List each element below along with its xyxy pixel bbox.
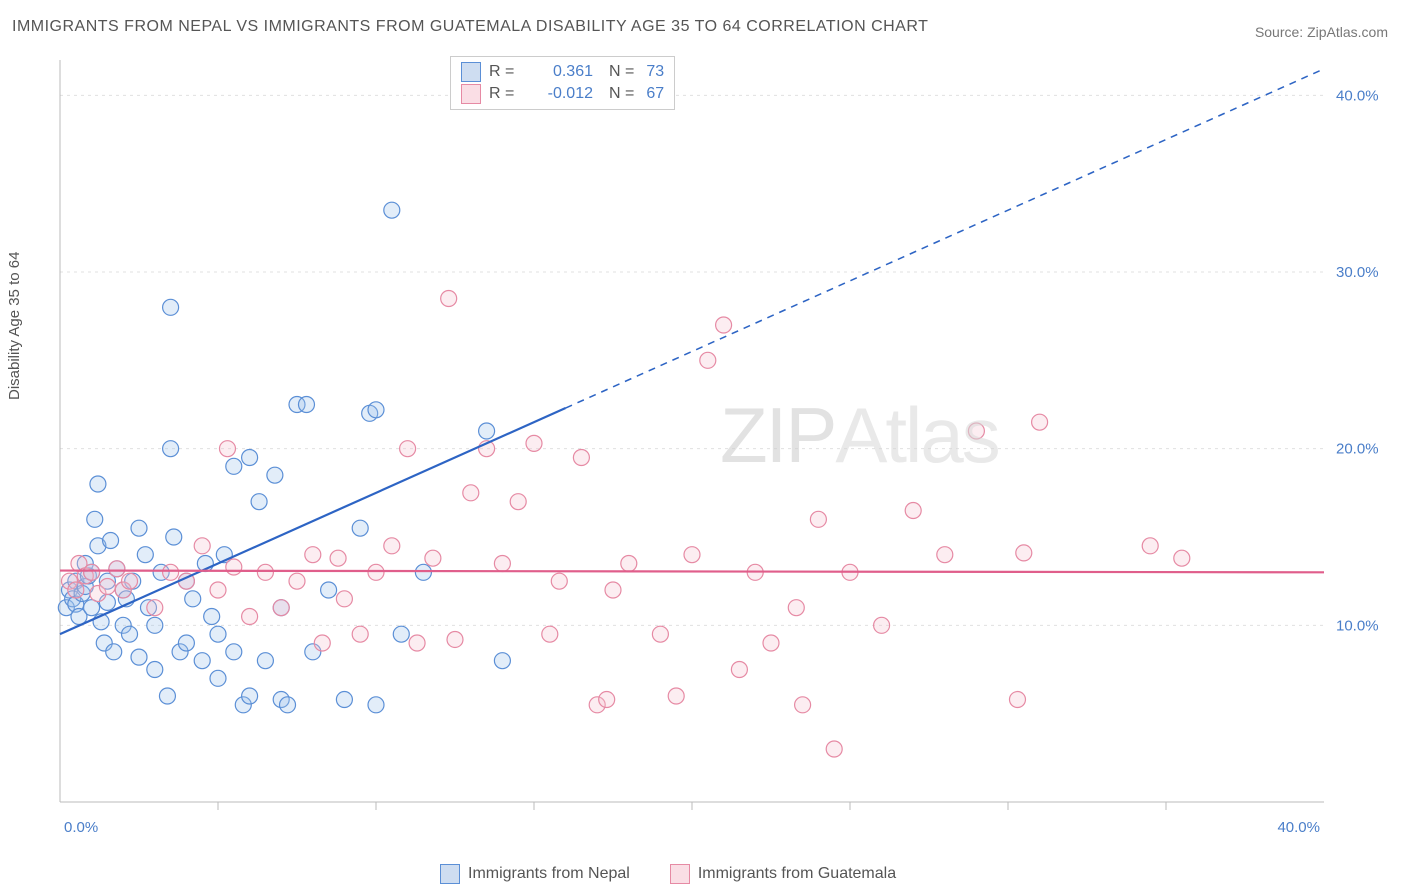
r-value-nepal: 0.361 <box>533 63 593 81</box>
n-value-nepal: 73 <box>646 63 664 81</box>
svg-text:30.0%: 30.0% <box>1336 264 1379 281</box>
swatch-nepal <box>461 62 481 82</box>
swatch-guatemala <box>461 84 481 104</box>
svg-text:40.0%: 40.0% <box>1336 87 1379 104</box>
y-axis-label: Disability Age 35 to 64 <box>6 252 23 400</box>
svg-text:0.0%: 0.0% <box>64 819 98 836</box>
n-value-guatemala: 67 <box>646 85 664 103</box>
r-value-guatemala: -0.012 <box>533 85 593 103</box>
source-attribution: Source: ZipAtlas.com <box>1255 24 1388 40</box>
chart-area: 10.0% 20.0% 30.0% 40.0% 0.0% 40.0% <box>50 50 1394 842</box>
swatch-guatemala-icon <box>670 864 690 884</box>
n-label: N = <box>609 63 634 81</box>
legend-row-guatemala: R = -0.012 N = 67 <box>461 83 664 105</box>
svg-text:20.0%: 20.0% <box>1336 441 1379 458</box>
r-label: R = <box>489 63 525 81</box>
legend-label-nepal: Immigrants from Nepal <box>468 865 630 883</box>
legend-item-guatemala: Immigrants from Guatemala <box>670 864 896 884</box>
svg-text:10.0%: 10.0% <box>1336 617 1379 634</box>
swatch-nepal-icon <box>440 864 460 884</box>
svg-text:40.0%: 40.0% <box>1277 819 1320 836</box>
correlation-legend: R = 0.361 N = 73 R = -0.012 N = 67 <box>450 56 675 110</box>
scatter-plot: 10.0% 20.0% 30.0% 40.0% 0.0% 40.0% <box>50 50 1394 842</box>
legend-label-guatemala: Immigrants from Guatemala <box>698 865 896 883</box>
series-legend: Immigrants from Nepal Immigrants from Gu… <box>440 864 896 884</box>
legend-item-nepal: Immigrants from Nepal <box>440 864 630 884</box>
chart-title: IMMIGRANTS FROM NEPAL VS IMMIGRANTS FROM… <box>12 18 928 36</box>
r-label: R = <box>489 85 525 103</box>
n-label: N = <box>609 85 634 103</box>
legend-row-nepal: R = 0.361 N = 73 <box>461 61 664 83</box>
